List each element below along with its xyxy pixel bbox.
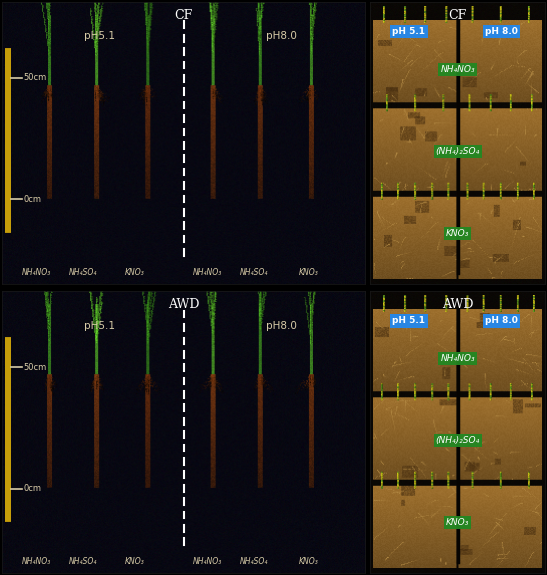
- Text: CF: CF: [174, 9, 193, 22]
- Text: pH8.0: pH8.0: [266, 321, 297, 331]
- Text: 50cm: 50cm: [24, 74, 46, 82]
- Text: KNO₃: KNO₃: [125, 557, 144, 566]
- Text: pH8.0: pH8.0: [266, 32, 297, 41]
- Text: CF: CF: [449, 9, 467, 22]
- Text: NH₄SO₄: NH₄SO₄: [69, 557, 98, 566]
- Text: NH₄NO₃: NH₄NO₃: [193, 268, 222, 277]
- Text: AWD: AWD: [168, 298, 199, 311]
- Text: (NH₄)₂SO₄: (NH₄)₂SO₄: [435, 147, 480, 156]
- Text: pH5.1: pH5.1: [84, 32, 115, 41]
- Text: NH₄NO₃: NH₄NO₃: [440, 65, 475, 74]
- Text: NH₄SO₄: NH₄SO₄: [240, 268, 269, 277]
- Text: 0cm: 0cm: [24, 484, 42, 493]
- Text: 0cm: 0cm: [24, 195, 42, 204]
- Text: pH 5.1: pH 5.1: [392, 316, 425, 325]
- Text: NH₄SO₄: NH₄SO₄: [240, 557, 269, 566]
- Text: NH₄NO₃: NH₄NO₃: [440, 354, 475, 363]
- Text: KNO₃: KNO₃: [125, 268, 144, 277]
- Text: (NH₄)₂SO₄: (NH₄)₂SO₄: [435, 436, 480, 445]
- Text: NH₄NO₃: NH₄NO₃: [21, 268, 51, 277]
- Text: NH₄SO₄: NH₄SO₄: [69, 268, 98, 277]
- Text: AWD: AWD: [442, 298, 474, 311]
- Text: 50cm: 50cm: [24, 363, 46, 371]
- Text: NH₄NO₃: NH₄NO₃: [21, 557, 51, 566]
- Text: KNO₃: KNO₃: [446, 518, 469, 527]
- Text: NH₄NO₃: NH₄NO₃: [193, 557, 222, 566]
- Text: KNO₃: KNO₃: [299, 268, 319, 277]
- Text: pH 8.0: pH 8.0: [485, 27, 518, 36]
- Text: KNO₃: KNO₃: [299, 557, 319, 566]
- Text: pH 5.1: pH 5.1: [392, 27, 425, 36]
- Text: pH 8.0: pH 8.0: [485, 316, 518, 325]
- Text: pH5.1: pH5.1: [84, 321, 115, 331]
- Text: KNO₃: KNO₃: [446, 229, 469, 237]
